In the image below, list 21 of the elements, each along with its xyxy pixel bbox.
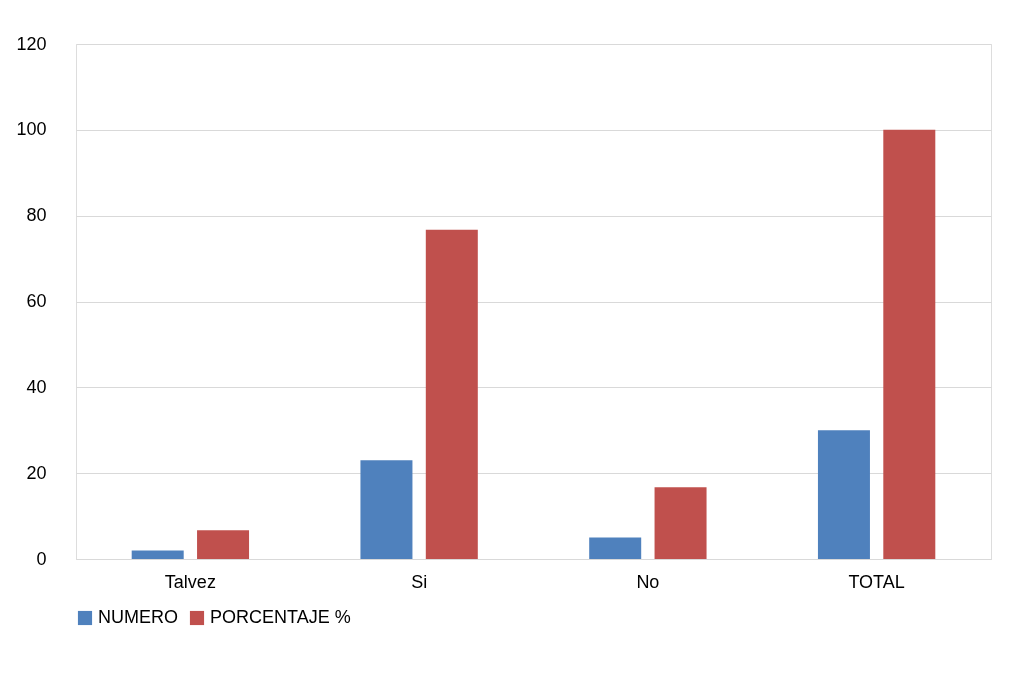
y-tick-label: 100 <box>16 119 47 140</box>
y-tick-label: 120 <box>16 33 47 54</box>
y-tick-label: 0 <box>36 548 47 569</box>
y-tick-label: 60 <box>26 291 47 311</box>
bar <box>817 430 870 559</box>
bar <box>131 550 184 559</box>
y-tick-label: 80 <box>26 205 47 226</box>
x-tick-label: No <box>636 571 660 592</box>
y-tick-label: 40 <box>26 376 47 397</box>
x-tick-label: TOTAL <box>848 571 905 592</box>
legend-label: NUMERO <box>98 607 178 627</box>
x-tick-label: Si <box>411 571 428 592</box>
bar <box>654 487 707 559</box>
y-tick-label: 20 <box>26 462 47 483</box>
bar <box>360 460 413 559</box>
bar <box>589 537 642 559</box>
bar <box>425 229 478 559</box>
bar <box>883 129 936 559</box>
bar <box>197 530 250 559</box>
x-tick-label: Talvez <box>164 571 216 592</box>
legend-label: PORCENTAJE % <box>210 607 351 627</box>
